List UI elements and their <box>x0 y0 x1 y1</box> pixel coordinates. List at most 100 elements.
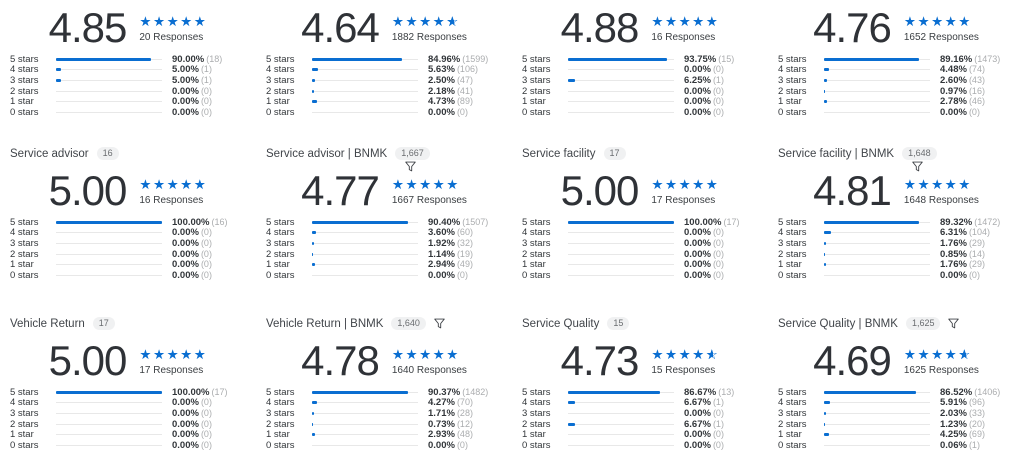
response-count: (16) <box>211 216 228 227</box>
widget-header: Service facility | BNMK 1,648 <box>778 146 1014 172</box>
bar-track <box>568 111 674 114</box>
percentage-value: 0.00% <box>172 397 199 409</box>
response-count: (1) <box>968 440 980 451</box>
percentage-value: 6.67% <box>684 418 711 430</box>
row-stats: 0.85% (14) <box>940 249 1014 260</box>
filter-icon[interactable] <box>434 318 445 329</box>
response-count: (1) <box>712 418 724 429</box>
star-level-label: 1 star <box>266 429 290 441</box>
bar-track <box>56 423 162 426</box>
distribution-row: 3 stars 0.00% (0) <box>522 238 758 249</box>
star-level-label: 5 stars <box>522 53 551 65</box>
count-badge: 1,648 <box>902 147 937 160</box>
average-score: 4.69 <box>813 337 892 384</box>
distribution-row: 1 star 4.73% (89) <box>266 96 502 107</box>
filter-icon[interactable] <box>948 318 960 329</box>
star-full-icon: ★ <box>166 346 181 362</box>
distribution-row: 3 stars 5.00% (1) <box>10 75 246 86</box>
percentage-value: 0.00% <box>172 429 199 441</box>
bar-track <box>312 79 418 83</box>
filter-icon[interactable] <box>912 161 923 172</box>
response-count: (0) <box>968 270 980 281</box>
responses-count: 16 Responses <box>651 31 716 43</box>
distribution-row: 2 stars 0.00% (0) <box>10 249 246 260</box>
row-stats: 0.00% (0) <box>172 238 246 249</box>
bar-track <box>824 401 930 405</box>
bar-track <box>568 253 674 256</box>
percentage-value: 2.93% <box>428 429 455 441</box>
response-count: (0) <box>712 64 724 75</box>
responses-count: 1652 Responses <box>903 31 979 43</box>
bar-track <box>312 111 418 114</box>
star-full-icon: ★ <box>419 176 433 192</box>
row-stats: 0.00% (0) <box>940 107 1014 118</box>
rating-widget: 4.64 ★★★★☆★ 1882 Responses 5 stars 84.96… <box>256 0 512 138</box>
response-count: (0) <box>200 238 212 249</box>
percentage-value: 86.67% <box>684 386 717 398</box>
distribution-row: 1 star 0.00% (0) <box>10 96 246 107</box>
star-block: ★★★★★ 1640 Responses <box>392 347 467 376</box>
bar-track <box>568 263 674 266</box>
percentage-value: 90.37% <box>428 386 461 398</box>
star-level-label: 3 stars <box>522 408 551 420</box>
row-stats: 5.63% (106) <box>428 64 502 75</box>
widget-title: Vehicle Return | BNMK <box>266 317 384 330</box>
star-rating-icon: ★★★★☆★ <box>904 347 972 362</box>
widget-title: Service facility <box>522 147 596 160</box>
row-stats: 0.00% (0) <box>684 107 758 118</box>
response-count: (1507) <box>462 216 489 227</box>
star-level-label: 2 stars <box>778 418 807 430</box>
percentage-value: 0.00% <box>940 107 967 119</box>
row-stats: 0.06% (1) <box>940 440 1014 451</box>
star-rating-icon: ★★★★★ <box>651 177 719 192</box>
row-stats: 1.92% (32) <box>428 238 502 249</box>
bar-fill <box>824 79 827 83</box>
distribution-list: 5 stars 90.37% (1482) 4 stars 4.27% (70) 3… <box>266 387 502 451</box>
rating-widget: Service facility | BNMK 1,648 4.81 ★★★★★… <box>768 138 1024 308</box>
bar-track <box>824 263 930 267</box>
rating-widget: Service facility 17 5.00 ★★★★★ 17 Respon… <box>512 138 768 308</box>
filter-icon[interactable] <box>405 161 416 172</box>
widget-header: Service facility 17 <box>522 146 758 161</box>
bar-fill <box>568 57 668 61</box>
average-score: 4.81 <box>813 167 892 214</box>
star-level-label: 0 stars <box>522 107 551 119</box>
bar-track <box>824 79 930 83</box>
row-stats: 6.67% (1) <box>684 397 758 408</box>
row-stats: 6.31% (104) <box>940 227 1014 238</box>
widget-header: Service advisor | BNMK 1,667 <box>266 146 502 172</box>
star-block: ★★★★★ 1652 Responses <box>904 14 979 43</box>
distribution-row: 3 stars 2.03% (33) <box>778 408 1014 419</box>
distribution-row: 5 stars 90.37% (1482) <box>266 387 502 398</box>
response-count: (0) <box>712 259 724 270</box>
star-full-icon: ★ <box>692 13 706 29</box>
bar-fill <box>824 100 827 104</box>
bar-track <box>824 274 930 277</box>
bar-track <box>568 422 674 426</box>
rating-summary: 4.78 ★★★★★ 1640 Responses <box>266 339 502 383</box>
star-level-label: 4 stars <box>266 227 295 239</box>
distribution-row: 0 stars 0.00% (0) <box>778 270 1014 281</box>
count-badge: 16 <box>96 147 119 160</box>
distribution-row: 3 stars 0.00% (0) <box>522 408 758 419</box>
bar-track <box>568 100 674 103</box>
star-full-icon: ★ <box>180 176 194 192</box>
distribution-row: 0 stars 0.00% (0) <box>266 107 502 118</box>
percentage-value: 0.00% <box>172 107 199 119</box>
bar-track <box>568 401 674 405</box>
response-count: (1) <box>200 75 212 86</box>
distribution-row: 2 stars 0.00% (0) <box>522 86 758 97</box>
bar-track <box>56 57 162 61</box>
star-level-label: 5 stars <box>778 53 807 65</box>
responses-count: 1640 Responses <box>391 364 467 376</box>
star-full-icon: ★ <box>705 176 720 192</box>
star-block: ★★★★☆★ 1625 Responses <box>904 347 979 376</box>
star-full-icon: ★ <box>139 176 153 192</box>
distribution-row: 3 stars 1.71% (28) <box>266 408 502 419</box>
star-level-label: 2 stars <box>10 248 39 260</box>
star-level-label: 5 stars <box>10 216 39 228</box>
bar-fill <box>824 252 825 256</box>
star-full-icon: ★ <box>152 176 167 192</box>
percentage-value: 0.00% <box>172 270 199 282</box>
response-count: (60) <box>456 227 473 238</box>
